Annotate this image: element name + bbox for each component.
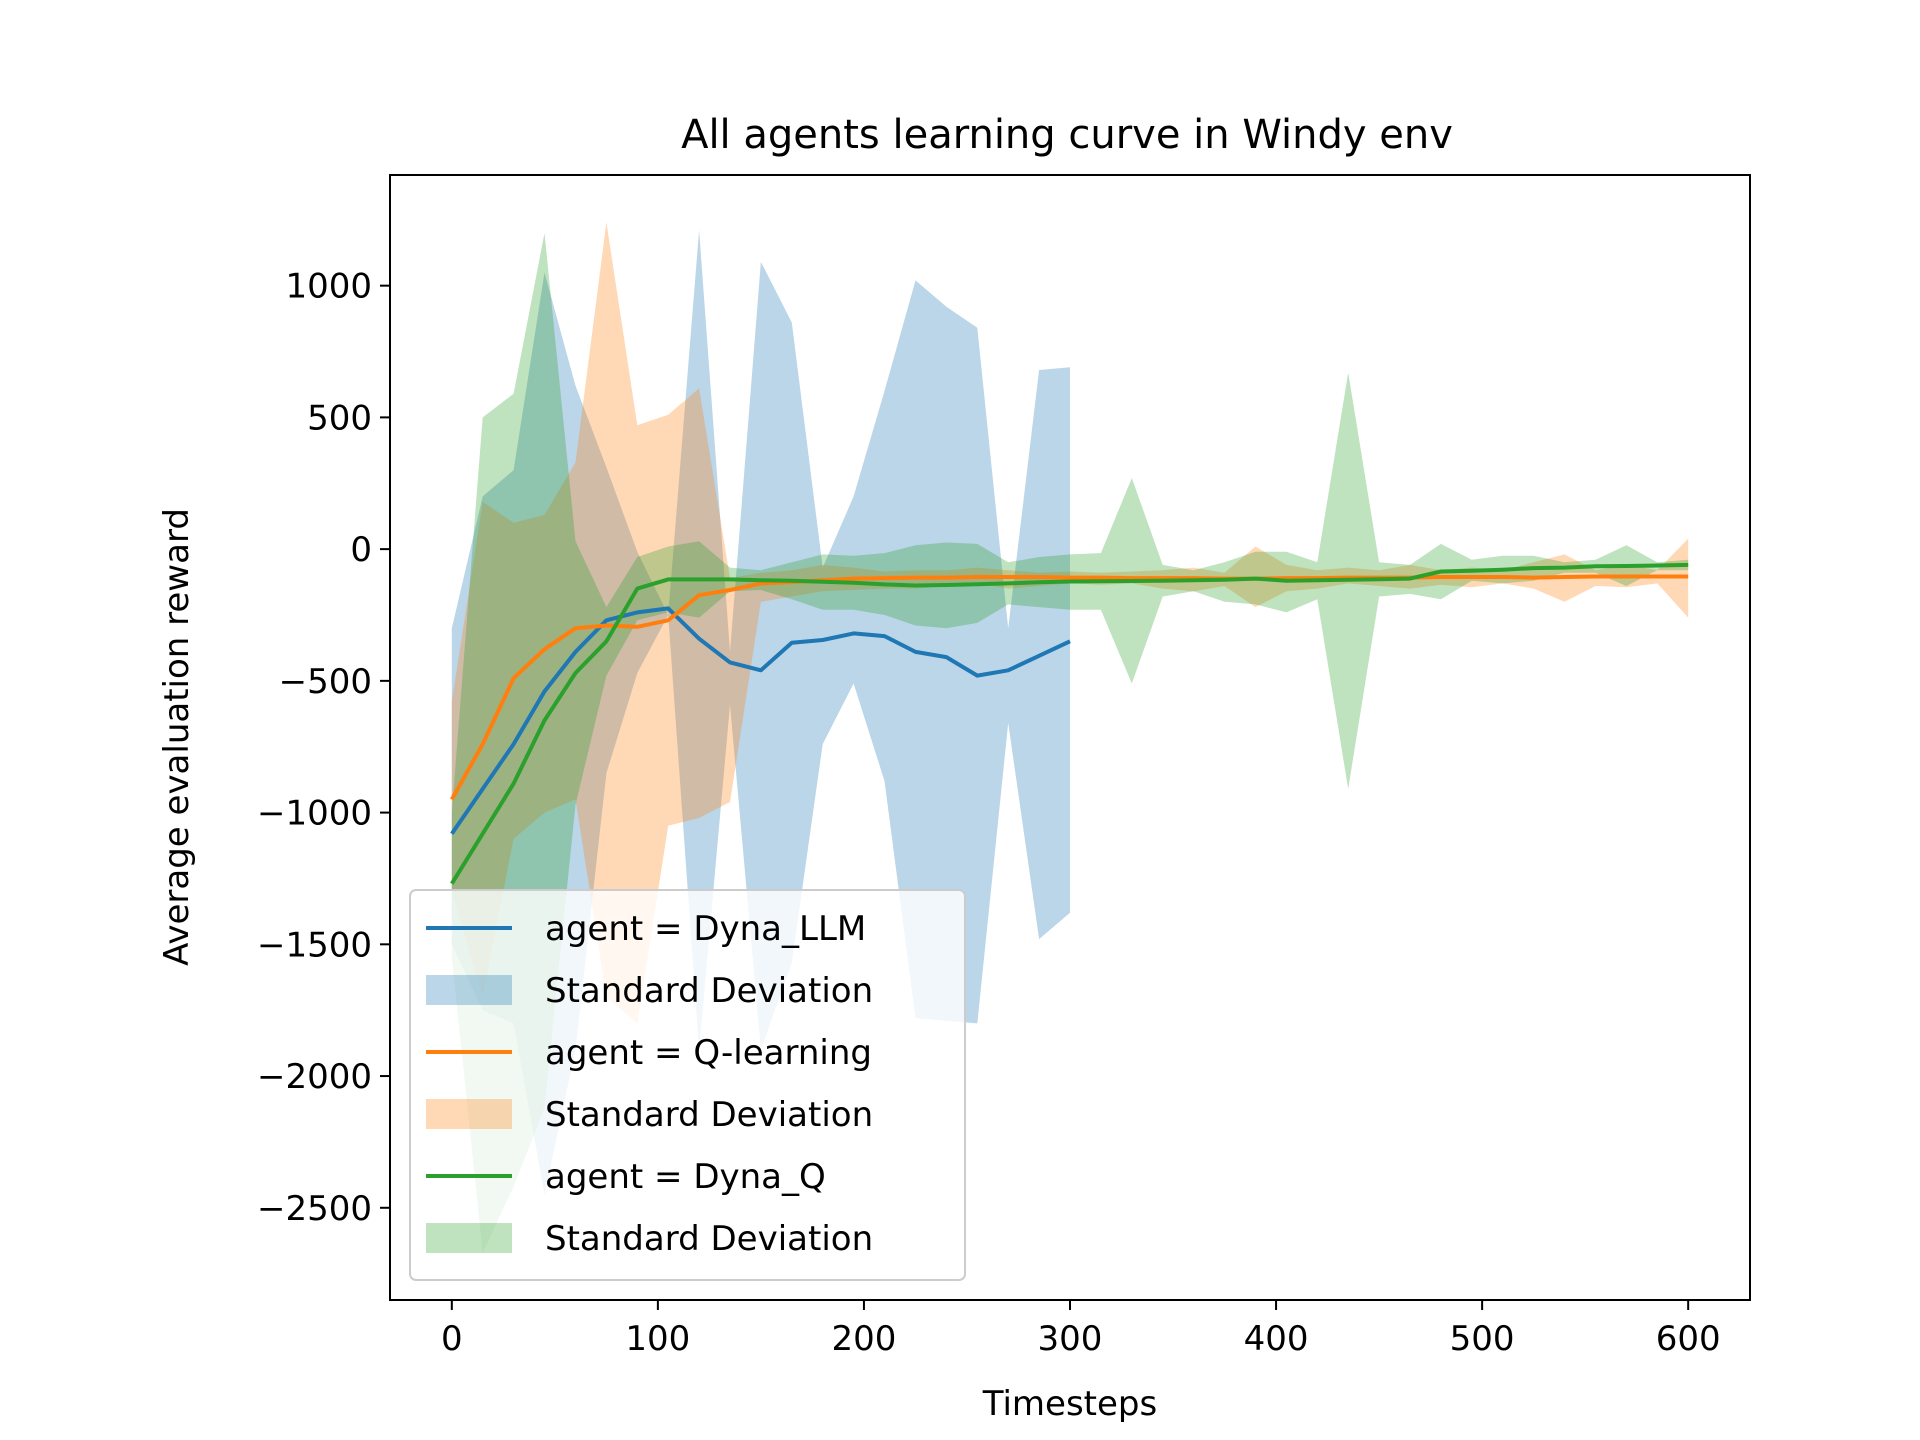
y-tick-label: −500	[279, 662, 372, 702]
x-tick-label: 600	[1656, 1319, 1721, 1359]
x-tick-label: 400	[1244, 1319, 1309, 1359]
series-lines	[450, 562, 1689, 885]
y-tick-label: −1000	[257, 794, 372, 834]
legend-entry-std-agent-dyna-q: Standard Deviation	[545, 1219, 873, 1259]
y-tick-label: −1500	[257, 925, 372, 965]
series-line-agent-q-learning	[450, 574, 1689, 801]
x-tick-label: 100	[625, 1319, 690, 1359]
legend-entry-agent-q-learning: agent = Q-learning	[545, 1033, 872, 1073]
legend: agent = Dyna_LLM Standard Deviation agent …	[409, 889, 966, 1281]
legend-swatch-band-agent-dyna-q	[426, 1223, 512, 1253]
x-axis-ticks: 0 100 200 300 400 500 600	[441, 1300, 1721, 1359]
legend-swatch-band-agent-dyna-llm	[426, 975, 512, 1005]
y-axis-label: Average evaluation reward	[157, 508, 197, 966]
y-tick-label: 0	[350, 530, 372, 570]
legend-entry-std-agent-q-learning: Standard Deviation	[545, 1095, 873, 1135]
series-line-agent-dyna-q	[450, 562, 1689, 885]
legend-entry-std-agent-dyna-llm: Standard Deviation	[545, 971, 873, 1011]
y-tick-label: −2000	[257, 1057, 372, 1097]
legend-swatch-band-agent-q-learning	[426, 1099, 512, 1129]
legend-box	[409, 889, 966, 1281]
legend-entry-agent-dyna-llm: agent = Dyna_LLM	[545, 909, 866, 949]
x-tick-label: 200	[831, 1319, 896, 1359]
x-tick-label: 0	[441, 1319, 463, 1359]
legend-entry-agent-dyna-q: agent = Dyna_Q	[545, 1157, 826, 1197]
x-tick-label: 500	[1450, 1319, 1515, 1359]
std-band-agent-q-learning	[451, 222, 1689, 1024]
x-tick-label: 300	[1038, 1319, 1103, 1359]
x-axis-label: Timesteps	[982, 1384, 1157, 1424]
y-tick-label: 500	[307, 398, 372, 438]
y-tick-label: 1000	[285, 267, 372, 307]
chart-title: All agents learning curve in Windy env	[681, 112, 1453, 158]
y-tick-label: −2500	[257, 1189, 372, 1229]
series-line-agent-dyna-llm	[450, 606, 1071, 835]
y-axis-ticks: 1000 500 0 −500 −1000 −1500 −2000 −2500	[257, 267, 390, 1229]
